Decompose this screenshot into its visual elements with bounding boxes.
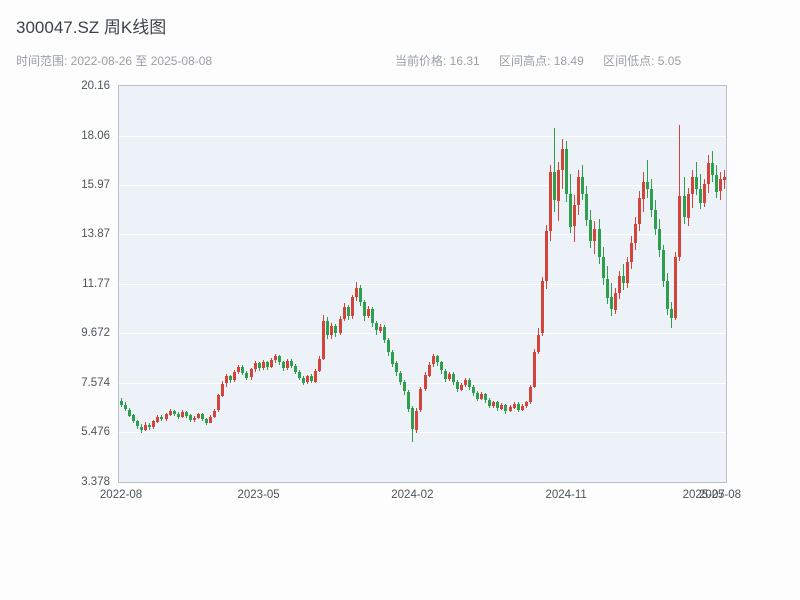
date-range-label: 时间范围: 2022-08-26 至 2025-08-08 [16,54,213,68]
range-high-label: 区间高点: 18.49 [499,54,584,68]
x-tick-label: 2025-08 [698,489,742,501]
x-axis: 2022-08 2023-05 2024-02 2024-11 2025-07 2025-… [100,489,741,505]
y-tick-label: 15.97 [81,178,110,191]
plot-frame [118,85,727,483]
y-tick-label: 13.87 [81,228,110,241]
y-tick-label: 20.16 [81,80,110,92]
y-tick-label: 18.06 [81,129,110,142]
y-tick-label: 7.574 [81,376,110,389]
y-tick-label: 5.476 [81,426,110,439]
y-tick-label: 11.77 [82,277,110,290]
y-tick-label: 9.672 [81,327,110,340]
range-low-label: 区间低点: 5.05 [603,54,682,68]
x-tick-label: 2022-08 [99,489,143,501]
x-tick-label: 2024-11 [545,489,587,501]
x-tick-label: 2024-02 [391,489,434,501]
price-stats: 当前价格: 16.31 区间高点: 18.49 区间低点: 5.05 [395,52,697,69]
current-price-label: 当前价格: 16.31 [395,54,480,68]
x-tick-label: 2025-07 [682,489,725,501]
page-title: 300047.SZ 周K线图 [16,18,167,37]
x-tick-label: 2023-05 [237,489,280,501]
candlestick-plot [119,125,726,442]
y-axis: 20.16 18.06 15.97 13.87 11.77 9.672 7.574 5.476… [0,80,110,488]
y-tick-label: 3.378 [81,476,110,488]
